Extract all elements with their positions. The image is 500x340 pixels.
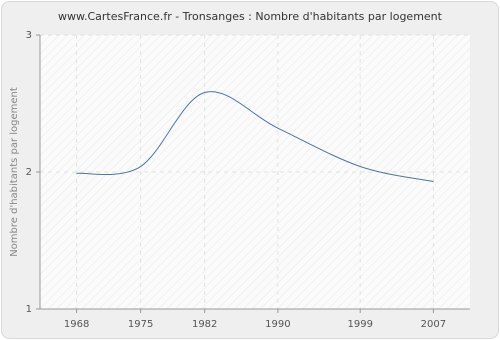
x-tick-label: 1999 [347,319,372,330]
x-tick-label: 2007 [421,319,446,330]
y-tick-label: 1 [26,304,32,315]
y-tick-label: 3 [26,30,32,41]
y-tick-label: 2 [26,167,32,178]
x-tick-label: 1968 [64,319,89,330]
data-line [76,91,434,183]
y-axis-label: Nombre d'habitants par logement [9,87,20,257]
plot-area [40,35,470,309]
x-tick-label: 1990 [265,319,290,330]
x-tick-label: 1982 [192,319,217,330]
chart-title: www.CartesFrance.fr - Tronsanges : Nombr… [58,10,443,23]
x-tick-label: 1975 [128,319,153,330]
